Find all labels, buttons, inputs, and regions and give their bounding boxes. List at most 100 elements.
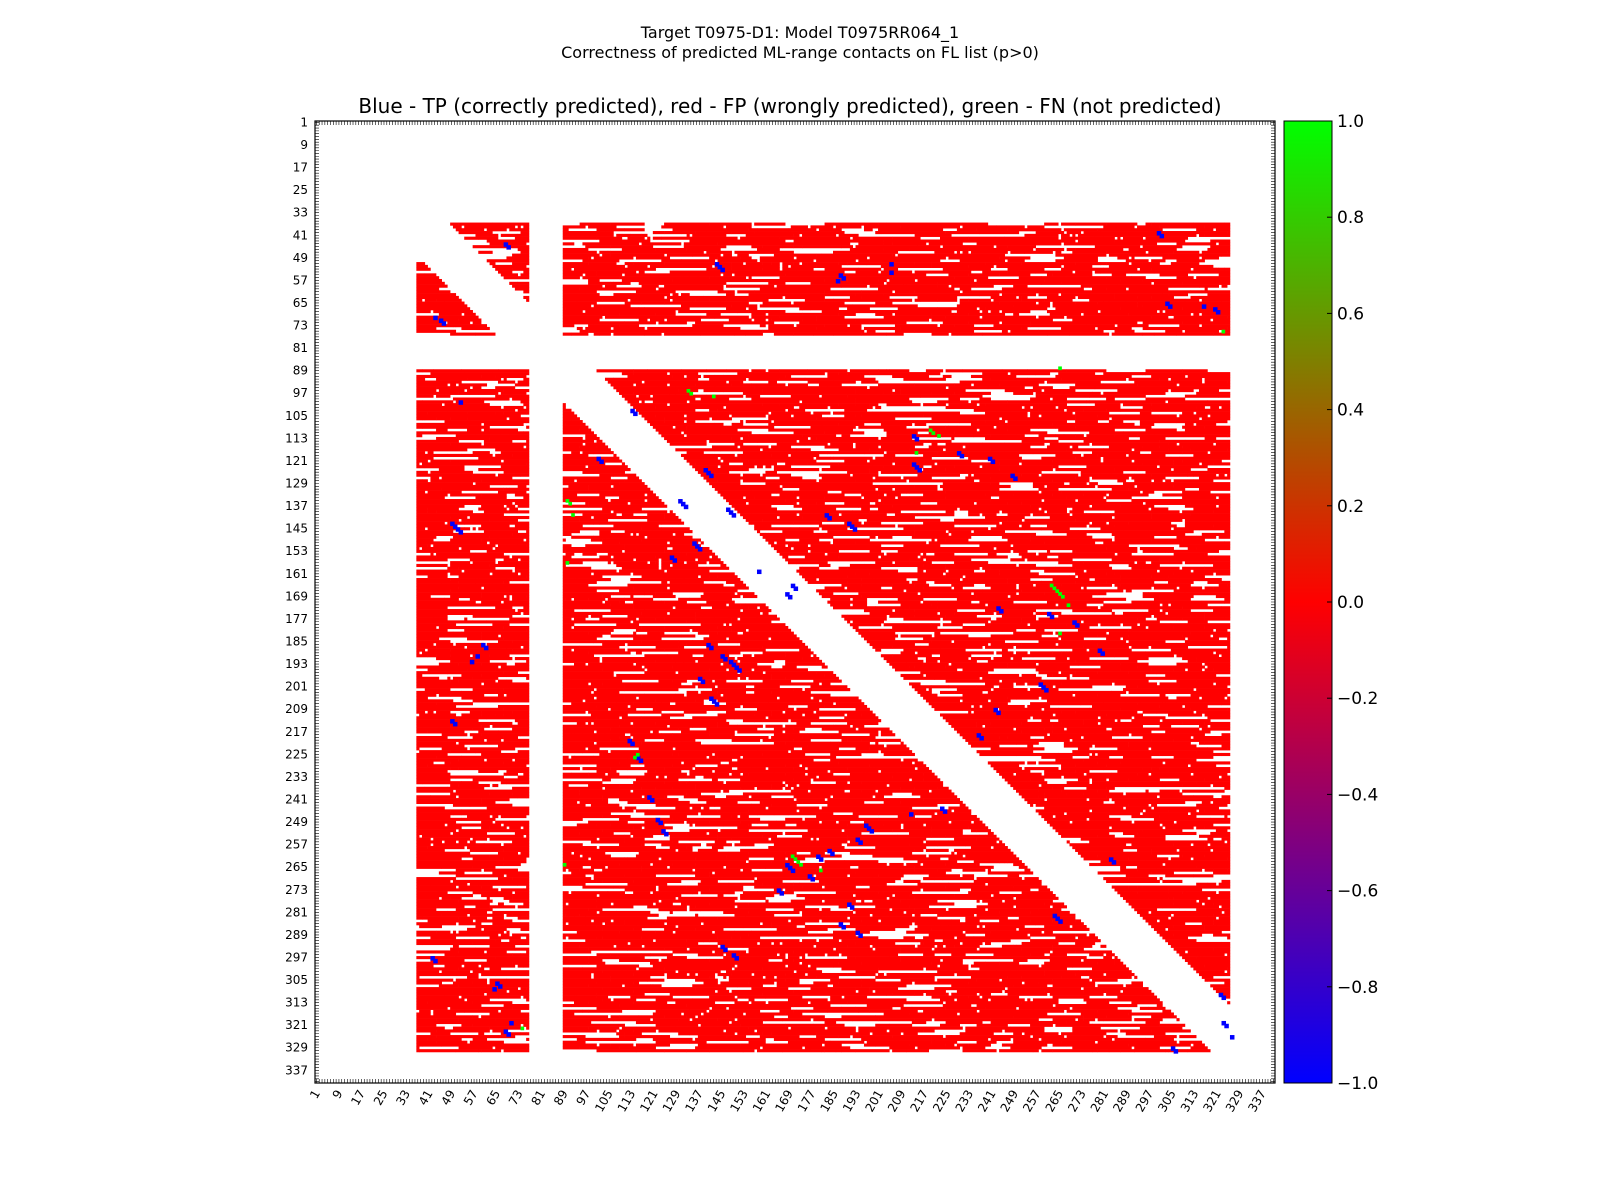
fp-cell [892, 583, 907, 587]
fp-cell [928, 563, 932, 568]
fp-cell [579, 222, 611, 226]
fp-cell [849, 513, 887, 517]
fp-cell [833, 222, 865, 226]
fp-cell [416, 665, 448, 669]
fp-cell [562, 592, 597, 596]
fp-cell [726, 648, 744, 652]
fp-cell [621, 552, 628, 556]
fp-cell [455, 826, 462, 830]
fp-cell [703, 654, 730, 658]
fp-cell [1007, 267, 1042, 271]
fp-cell [638, 383, 668, 387]
fp-cell [816, 264, 842, 268]
fp-cell [956, 304, 983, 308]
fp-cell [1075, 425, 1113, 429]
fp-cell [1184, 504, 1217, 508]
fp-cell [1016, 476, 1048, 480]
fp-cell [965, 318, 980, 322]
fp-cell [813, 499, 839, 503]
fp-cell [1072, 546, 1090, 551]
fp-cell [1170, 648, 1189, 652]
fp-cell [1094, 310, 1098, 314]
fp-cell [497, 490, 510, 494]
fp-cell [436, 1029, 454, 1033]
fp-cell [1184, 583, 1191, 587]
fp-cell [855, 270, 879, 274]
fp-cell [1179, 580, 1191, 584]
fp-cell [1111, 332, 1143, 336]
fp-cell [517, 690, 530, 694]
fp-cell [934, 552, 955, 556]
fp-cell [523, 431, 530, 435]
fp-cell [751, 628, 783, 632]
fp-cell [481, 637, 504, 641]
fp-cell [506, 769, 516, 773]
fp-cell [1153, 222, 1194, 226]
fp-cell [906, 589, 930, 593]
fp-cell [889, 369, 910, 373]
fp-cell [461, 518, 490, 522]
fp-cell [976, 594, 1008, 599]
fp-cell [416, 501, 420, 505]
fp-cell [897, 609, 904, 613]
fp-cell [909, 496, 946, 500]
fp-cell [1032, 386, 1053, 390]
fp-cell [1035, 668, 1073, 672]
fp-cell [785, 535, 800, 539]
fp-cell [925, 256, 946, 260]
fp-cell [1072, 318, 1104, 322]
fp-cell [742, 654, 752, 658]
fp-cell [1010, 546, 1048, 551]
fp-cell [1027, 448, 1067, 452]
fp-cell [419, 908, 437, 912]
fp-cell [1204, 380, 1228, 384]
fp-cell [500, 603, 510, 607]
fp-cell [889, 250, 899, 254]
fp-cell [1007, 662, 1020, 666]
fp-cell [602, 659, 631, 663]
fp-cell [514, 719, 530, 723]
fp-cell [1035, 422, 1053, 426]
fp-cell [1165, 295, 1174, 300]
fp-cell [833, 552, 854, 556]
fp-cell [444, 682, 482, 686]
fp-cell [962, 583, 975, 587]
fp-cell [464, 225, 479, 229]
fp-cell [799, 538, 820, 542]
fp-cell [472, 620, 488, 624]
fp-cell [427, 544, 431, 548]
fp-cell [467, 513, 504, 517]
fp-cell [1162, 417, 1200, 421]
fp-cell [638, 307, 645, 311]
fp-cell [650, 518, 682, 522]
fp-cell [523, 744, 530, 748]
fp-cell [776, 535, 786, 539]
fp-cell [728, 603, 741, 607]
fp-cell [503, 625, 530, 630]
fp-cell [1193, 473, 1217, 477]
fp-cell [416, 307, 440, 311]
fp-cell [416, 905, 437, 909]
fp-cell [630, 546, 665, 551]
fp-cell [675, 448, 716, 452]
fp-cell [635, 310, 676, 314]
fp-cell [647, 535, 685, 539]
fp-cell [644, 510, 668, 514]
fp-cell [635, 544, 645, 548]
fp-cell [497, 752, 524, 757]
fp-cell [562, 555, 572, 559]
fp-cell [816, 527, 820, 531]
fp-cell [1063, 264, 1093, 268]
fp-cell [1018, 436, 1034, 441]
fp-cell [776, 541, 786, 545]
fp-cell [1120, 662, 1149, 666]
fp-cell [1092, 521, 1107, 525]
fp-cell [472, 493, 482, 497]
fp-cell [751, 405, 775, 410]
fp-cell [661, 225, 701, 229]
fp-cell [841, 245, 854, 249]
fp-cell [1173, 527, 1194, 531]
fp-cell [416, 518, 420, 522]
fp-cell [666, 654, 693, 658]
fp-cell [497, 552, 504, 556]
